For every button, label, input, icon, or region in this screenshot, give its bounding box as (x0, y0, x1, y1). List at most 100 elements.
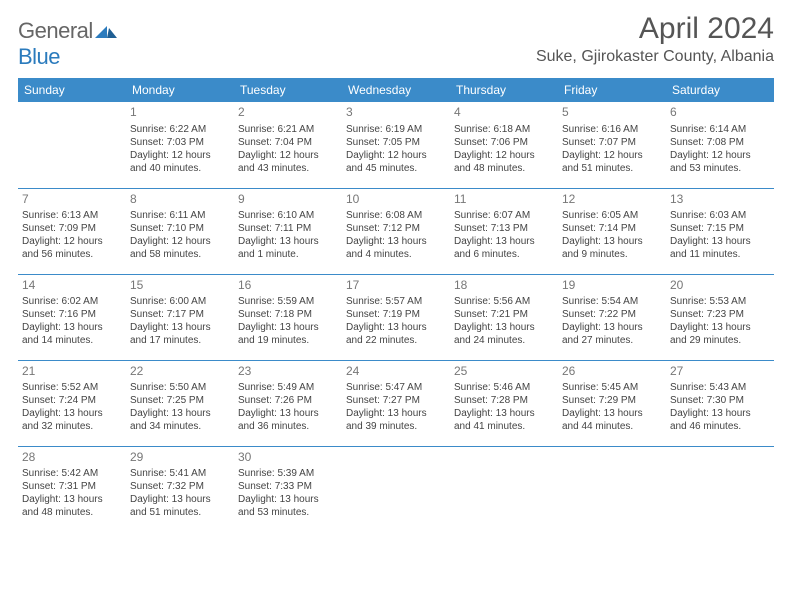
sunrise-text: Sunrise: 6:07 AM (454, 209, 554, 222)
sunset-text: Sunset: 7:30 PM (670, 394, 770, 407)
sunrise-text: Sunrise: 6:02 AM (22, 295, 122, 308)
daylight-text: Daylight: 13 hours (238, 493, 338, 506)
daylight-text: and 27 minutes. (562, 334, 662, 347)
day-number: 1 (130, 105, 230, 121)
title-block: April 2024 Suke, Gjirokaster County, Alb… (536, 12, 774, 66)
sunrise-text: Sunrise: 6:10 AM (238, 209, 338, 222)
daylight-text: Daylight: 13 hours (454, 321, 554, 334)
day-number: 10 (346, 192, 446, 208)
sunrise-text: Sunrise: 6:21 AM (238, 123, 338, 136)
sunset-text: Sunset: 7:23 PM (670, 308, 770, 321)
sunset-text: Sunset: 7:21 PM (454, 308, 554, 321)
day-number: 18 (454, 278, 554, 294)
daylight-text: and 39 minutes. (346, 420, 446, 433)
sunrise-text: Sunrise: 5:47 AM (346, 381, 446, 394)
sunset-text: Sunset: 7:12 PM (346, 222, 446, 235)
calendar-day-cell: 29Sunrise: 5:41 AMSunset: 7:32 PMDayligh… (126, 446, 234, 532)
sunrise-text: Sunrise: 6:00 AM (130, 295, 230, 308)
day-number: 7 (22, 192, 122, 208)
daylight-text: and 41 minutes. (454, 420, 554, 433)
daylight-text: Daylight: 12 hours (130, 149, 230, 162)
day-number: 28 (22, 450, 122, 466)
sunset-text: Sunset: 7:04 PM (238, 136, 338, 149)
day-number: 5 (562, 105, 662, 121)
sunrise-text: Sunrise: 6:14 AM (670, 123, 770, 136)
daylight-text: Daylight: 13 hours (346, 407, 446, 420)
daylight-text: and 48 minutes. (22, 506, 122, 519)
calendar-day-cell: 30Sunrise: 5:39 AMSunset: 7:33 PMDayligh… (234, 446, 342, 532)
sunset-text: Sunset: 7:28 PM (454, 394, 554, 407)
sunset-text: Sunset: 7:27 PM (346, 394, 446, 407)
calendar-week-row: 7Sunrise: 6:13 AMSunset: 7:09 PMDaylight… (18, 188, 774, 274)
daylight-text: and 6 minutes. (454, 248, 554, 261)
calendar-week-row: 14Sunrise: 6:02 AMSunset: 7:16 PMDayligh… (18, 274, 774, 360)
calendar-page: General Blue April 2024 Suke, Gjirokaste… (0, 0, 792, 544)
day-number: 6 (670, 105, 770, 121)
calendar-day-cell: 21Sunrise: 5:52 AMSunset: 7:24 PMDayligh… (18, 360, 126, 446)
daylight-text: Daylight: 13 hours (562, 235, 662, 248)
daylight-text: Daylight: 13 hours (346, 321, 446, 334)
daylight-text: and 46 minutes. (670, 420, 770, 433)
sunrise-text: Sunrise: 6:05 AM (562, 209, 662, 222)
daylight-text: and 36 minutes. (238, 420, 338, 433)
sunset-text: Sunset: 7:19 PM (346, 308, 446, 321)
daylight-text: Daylight: 12 hours (238, 149, 338, 162)
sunrise-text: Sunrise: 5:53 AM (670, 295, 770, 308)
sunset-text: Sunset: 7:18 PM (238, 308, 338, 321)
daylight-text: and 48 minutes. (454, 162, 554, 175)
day-number: 8 (130, 192, 230, 208)
calendar-day-cell: 7Sunrise: 6:13 AMSunset: 7:09 PMDaylight… (18, 188, 126, 274)
calendar-day-cell: 2Sunrise: 6:21 AMSunset: 7:04 PMDaylight… (234, 102, 342, 188)
daylight-text: Daylight: 13 hours (562, 321, 662, 334)
day-number: 3 (346, 105, 446, 121)
calendar-day-cell: 8Sunrise: 6:11 AMSunset: 7:10 PMDaylight… (126, 188, 234, 274)
daylight-text: Daylight: 13 hours (562, 407, 662, 420)
sunset-text: Sunset: 7:09 PM (22, 222, 122, 235)
page-title: April 2024 (536, 12, 774, 46)
daylight-text: and 58 minutes. (130, 248, 230, 261)
calendar-empty-cell (666, 446, 774, 532)
day-number: 30 (238, 450, 338, 466)
sunrise-text: Sunrise: 5:57 AM (346, 295, 446, 308)
calendar-day-cell: 11Sunrise: 6:07 AMSunset: 7:13 PMDayligh… (450, 188, 558, 274)
sunset-text: Sunset: 7:24 PM (22, 394, 122, 407)
day-number: 11 (454, 192, 554, 208)
day-number: 4 (454, 105, 554, 121)
calendar-body: 1Sunrise: 6:22 AMSunset: 7:03 PMDaylight… (18, 102, 774, 532)
daylight-text: and 9 minutes. (562, 248, 662, 261)
day-number: 9 (238, 192, 338, 208)
sunrise-text: Sunrise: 5:49 AM (238, 381, 338, 394)
daylight-text: Daylight: 13 hours (670, 321, 770, 334)
daylight-text: and 17 minutes. (130, 334, 230, 347)
day-number: 22 (130, 364, 230, 380)
weekday-header: Tuesday (234, 78, 342, 102)
calendar-day-cell: 10Sunrise: 6:08 AMSunset: 7:12 PMDayligh… (342, 188, 450, 274)
sunrise-text: Sunrise: 5:46 AM (454, 381, 554, 394)
daylight-text: and 51 minutes. (130, 506, 230, 519)
daylight-text: and 53 minutes. (670, 162, 770, 175)
calendar-day-cell: 14Sunrise: 6:02 AMSunset: 7:16 PMDayligh… (18, 274, 126, 360)
calendar-empty-cell (558, 446, 666, 532)
day-number: 21 (22, 364, 122, 380)
weekday-header: Wednesday (342, 78, 450, 102)
day-number: 29 (130, 450, 230, 466)
day-number: 19 (562, 278, 662, 294)
weekday-header: Friday (558, 78, 666, 102)
daylight-text: Daylight: 13 hours (238, 235, 338, 248)
daylight-text: and 44 minutes. (562, 420, 662, 433)
daylight-text: and 11 minutes. (670, 248, 770, 261)
calendar-week-row: 21Sunrise: 5:52 AMSunset: 7:24 PMDayligh… (18, 360, 774, 446)
daylight-text: and 43 minutes. (238, 162, 338, 175)
day-number: 13 (670, 192, 770, 208)
calendar-empty-cell (342, 446, 450, 532)
sunrise-text: Sunrise: 5:54 AM (562, 295, 662, 308)
calendar-day-cell: 13Sunrise: 6:03 AMSunset: 7:15 PMDayligh… (666, 188, 774, 274)
calendar-week-row: 1Sunrise: 6:22 AMSunset: 7:03 PMDaylight… (18, 102, 774, 188)
daylight-text: Daylight: 13 hours (670, 235, 770, 248)
day-number: 27 (670, 364, 770, 380)
calendar-day-cell: 1Sunrise: 6:22 AMSunset: 7:03 PMDaylight… (126, 102, 234, 188)
daylight-text: Daylight: 13 hours (22, 321, 122, 334)
day-number: 25 (454, 364, 554, 380)
calendar-day-cell: 3Sunrise: 6:19 AMSunset: 7:05 PMDaylight… (342, 102, 450, 188)
daylight-text: and 29 minutes. (670, 334, 770, 347)
